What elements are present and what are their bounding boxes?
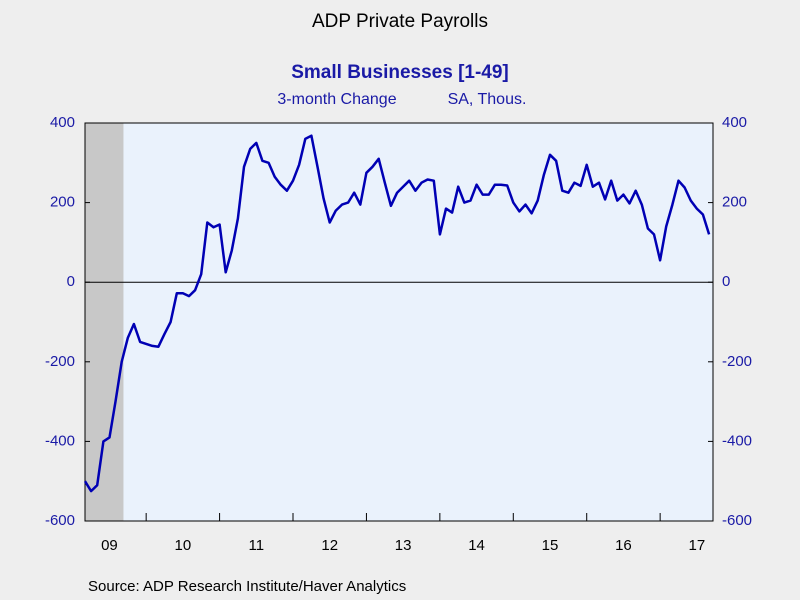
x-tick-label: 16 <box>615 537 632 554</box>
y2-tick-label: 400 <box>722 114 747 131</box>
y-tick-label: 0 <box>67 273 75 290</box>
y2-tick-label: 0 <box>722 273 730 290</box>
x-tick-label: 13 <box>395 537 412 554</box>
y2-tick-label: -400 <box>722 432 752 449</box>
y-tick-label: 200 <box>50 194 75 211</box>
plot-frame <box>84 122 714 522</box>
x-tick-label: 10 <box>175 537 192 554</box>
y-tick-label: -600 <box>45 512 75 529</box>
unit-label: 3-month Change <box>277 91 396 108</box>
plot-area <box>85 123 713 521</box>
x-tick-label: 15 <box>542 537 559 554</box>
chart-subtitle: Small Businesses [1-49] <box>291 62 509 83</box>
recession-shade <box>85 123 124 521</box>
source-note: Source: ADP Research Institute/Haver Ana… <box>88 578 406 595</box>
y-tick-label: 400 <box>50 114 75 131</box>
x-tick-label: 09 <box>101 537 118 554</box>
x-tick-label: 14 <box>468 537 485 554</box>
x-tick-label: 12 <box>321 537 338 554</box>
y2-tick-label: -200 <box>722 353 752 370</box>
chart-title: ADP Private Payrolls <box>312 11 488 32</box>
unit-label: SA, Thous. <box>448 91 527 108</box>
y-tick-label: -200 <box>45 353 75 370</box>
x-tick-label: 11 <box>249 537 265 554</box>
y2-tick-label: 200 <box>722 194 747 211</box>
y2-tick-label: -600 <box>722 512 752 529</box>
x-tick-label: 17 <box>689 537 706 554</box>
y-tick-label: -400 <box>45 432 75 449</box>
data-line <box>83 134 711 493</box>
